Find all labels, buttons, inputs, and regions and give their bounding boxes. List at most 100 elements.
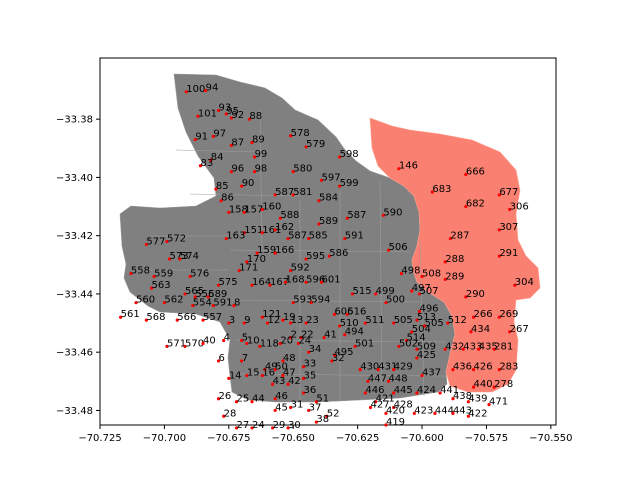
data-point (289, 405, 293, 410)
data-point (446, 321, 450, 325)
data-point (384, 423, 388, 427)
data-point (497, 315, 501, 319)
data-point (263, 368, 267, 372)
point-label: 590 (383, 207, 402, 218)
data-point (167, 257, 172, 261)
data-point (260, 315, 264, 319)
data-point (265, 321, 270, 325)
point-label: 84 (211, 152, 224, 163)
data-point (301, 365, 306, 369)
point-label: 572 (167, 234, 186, 245)
data-point (345, 216, 349, 220)
point-label: 432 (445, 341, 464, 352)
point-label: 516 (347, 306, 366, 317)
data-point (222, 338, 226, 343)
data-point (237, 269, 241, 273)
data-point (420, 373, 424, 378)
point-label: 428 (394, 400, 413, 411)
point-label: 146 (399, 161, 418, 172)
point-label: 37 (309, 402, 322, 413)
point-label: 170 (247, 254, 266, 265)
point-label: 594 (311, 295, 330, 306)
point-label: 596 (306, 274, 325, 285)
data-point (245, 373, 249, 378)
point-label: 558 (131, 266, 150, 277)
data-point (314, 400, 319, 404)
point-label: 505 (394, 315, 413, 326)
point-label: 556 (195, 289, 214, 300)
data-point (291, 169, 295, 174)
point-label: 568 (146, 312, 165, 323)
data-point (245, 260, 249, 264)
data-point (353, 344, 357, 348)
data-point (268, 283, 272, 287)
data-point (184, 90, 188, 94)
data-point (410, 330, 414, 334)
point-label: 38 (316, 414, 329, 425)
data-point (471, 368, 476, 372)
point-label: 35 (304, 370, 317, 381)
data-point (206, 295, 210, 299)
data-point (144, 318, 148, 322)
point-label: 506 (389, 242, 408, 253)
data-point (245, 341, 249, 346)
point-label: 438 (453, 391, 472, 402)
point-label: 423 (414, 405, 433, 416)
point-label: 563 (152, 280, 171, 291)
data-point (448, 236, 452, 241)
point-label: 29 (273, 420, 286, 431)
data-point (271, 426, 275, 430)
data-point (196, 114, 200, 118)
data-point (513, 283, 517, 287)
point-label: 307 (499, 222, 518, 233)
data-point (319, 280, 324, 284)
data-point (188, 274, 192, 279)
data-point (119, 315, 123, 319)
point-label: 50 (275, 362, 288, 373)
data-point (234, 400, 239, 404)
point-label: 52 (327, 408, 340, 419)
data-point (392, 368, 396, 372)
point-label: 96 (231, 164, 244, 175)
point-label: 100 (186, 84, 205, 95)
point-label: 510 (340, 318, 359, 329)
point-label: 561 (121, 309, 140, 320)
point-label: 121 (262, 309, 281, 320)
point-label: 431 (378, 362, 397, 373)
data-point (242, 210, 246, 214)
data-point (291, 301, 295, 305)
point-label: 151 (244, 225, 263, 236)
x-axis: −70.725 −70.700 −70.675 −70.650 −70.625 −70.6… (78, 425, 573, 444)
data-point (224, 236, 228, 241)
data-point (250, 283, 254, 287)
data-point (471, 385, 476, 389)
point-label: 97 (213, 128, 226, 139)
point-label: 448 (389, 373, 408, 384)
point-label: 426 (474, 362, 493, 373)
data-point (152, 274, 156, 279)
point-label: 291 (499, 248, 518, 259)
point-label: 592 (291, 263, 310, 274)
point-label: 99 (255, 149, 268, 160)
point-label: 24 (252, 420, 265, 431)
data-point (242, 321, 246, 325)
data-point (363, 321, 367, 325)
x-tick-label: −70.700 (143, 433, 186, 444)
data-point (392, 405, 396, 410)
point-label: 501 (355, 338, 374, 349)
point-label: 41 (324, 330, 337, 341)
point-label: 591 (345, 231, 364, 242)
data-point (286, 236, 290, 241)
data-point (443, 260, 447, 264)
data-point (461, 347, 465, 351)
point-label: 47 (283, 367, 296, 378)
data-point (443, 277, 447, 281)
data-point (368, 405, 373, 410)
point-label: 587 (275, 187, 294, 198)
data-point (149, 286, 154, 290)
point-label: 429 (394, 362, 413, 373)
point-label: 498 (401, 266, 420, 277)
point-label: 281 (494, 341, 513, 352)
data-point (301, 376, 306, 380)
data-point (252, 169, 257, 174)
